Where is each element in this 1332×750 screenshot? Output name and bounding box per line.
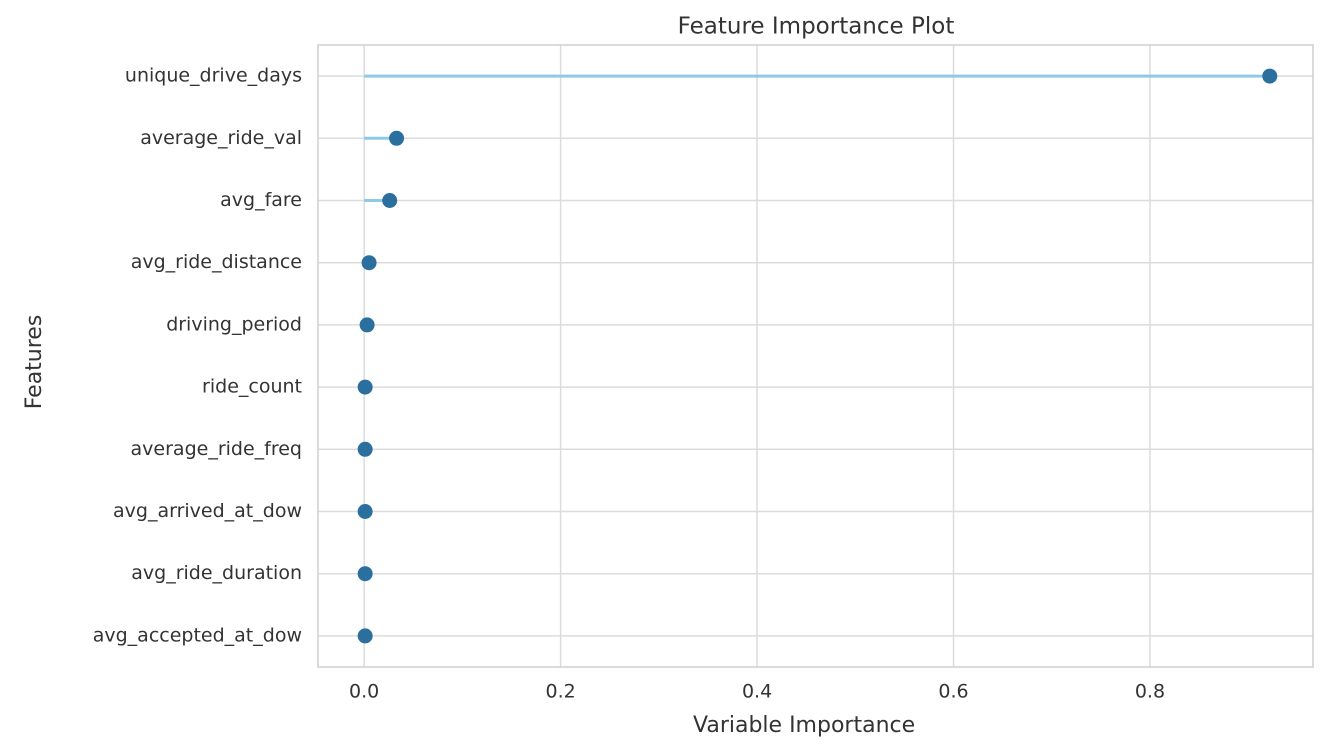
dot xyxy=(357,441,373,457)
y-tick-label: average_ride_freq xyxy=(131,438,302,460)
y-tick-label: avg_accepted_at_dow xyxy=(93,624,302,646)
dot xyxy=(389,130,405,146)
chart-title: Feature Importance Plot xyxy=(678,14,955,40)
y-tick-label: unique_drive_days xyxy=(125,65,302,87)
y-tick-label: average_ride_val xyxy=(140,127,302,149)
x-tick-label: 0.0 xyxy=(349,681,379,703)
plot-frame xyxy=(317,44,1314,668)
x-tick-label: 0.6 xyxy=(938,681,968,703)
x-tick-label: 0.8 xyxy=(1135,681,1165,703)
dot xyxy=(361,255,377,271)
y-tick-label: avg_ride_duration xyxy=(131,562,302,584)
x-axis-label: Variable Importance xyxy=(693,713,915,738)
dot xyxy=(357,504,373,519)
dot xyxy=(357,379,373,395)
dot xyxy=(357,628,373,644)
dot xyxy=(1262,68,1278,84)
y-tick-label: driving_period xyxy=(166,313,302,335)
x-tick-label: 0.4 xyxy=(742,681,772,703)
y-axis-label: Features xyxy=(22,315,47,410)
y-tick-label: avg_ride_distance xyxy=(131,251,302,273)
dot xyxy=(359,317,375,333)
y-tick-label: avg_arrived_at_dow xyxy=(113,500,302,522)
dot xyxy=(382,193,398,208)
y-tick-label: avg_fare xyxy=(220,189,302,211)
y-tick-label: ride_count xyxy=(202,376,302,398)
dot xyxy=(357,566,373,582)
x-tick-label: 0.2 xyxy=(546,681,576,703)
